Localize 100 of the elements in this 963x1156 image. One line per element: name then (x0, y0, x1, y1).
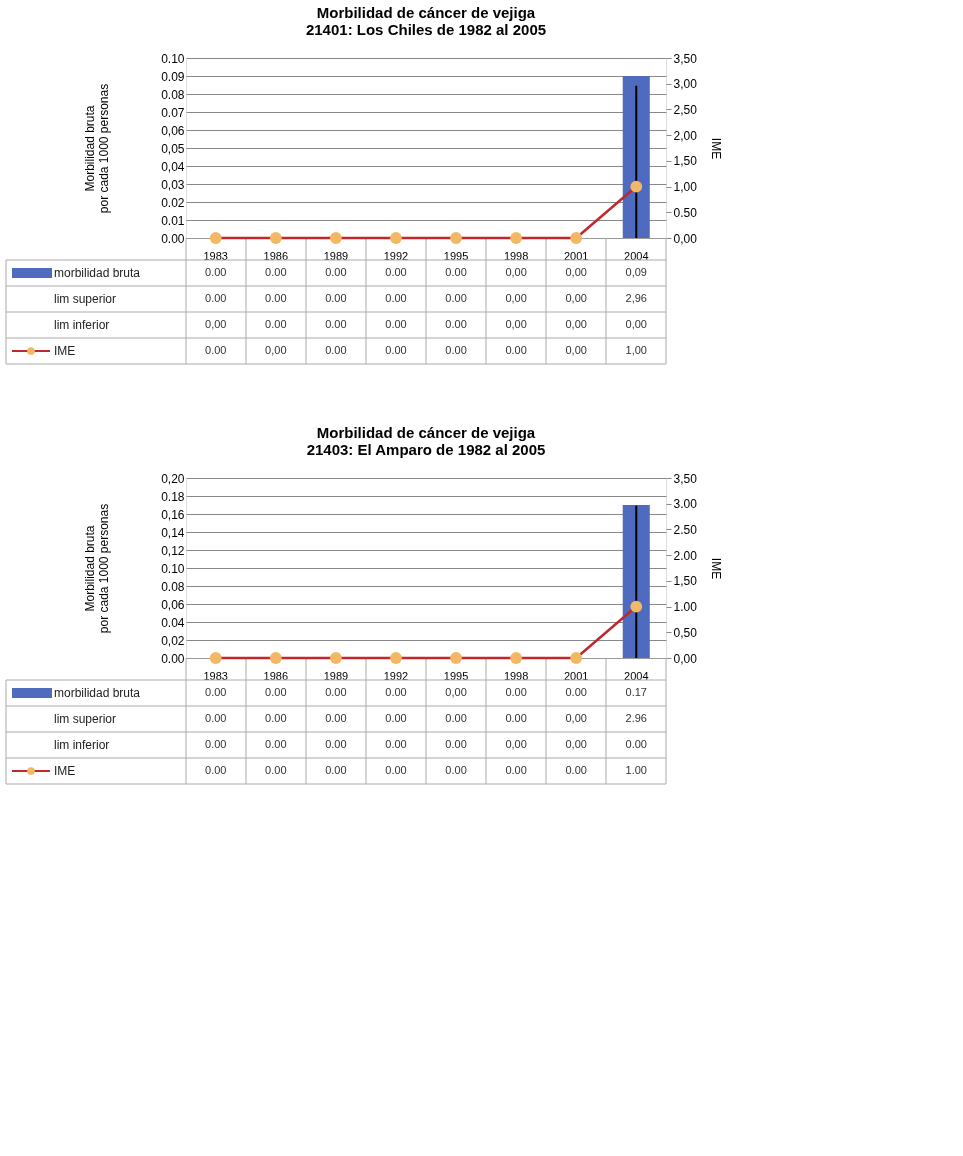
text: 0,00 (505, 738, 527, 750)
y2-tick-label: 0,50 (673, 625, 698, 640)
x-tick-label: 2001 (563, 249, 589, 262)
text: 0,00 (565, 292, 587, 304)
y-tick-label: 0.07 (161, 105, 185, 120)
text: 0.00 (265, 292, 287, 304)
y2-axis-title: IME (708, 557, 723, 580)
y-tick-label: 0.08 (161, 579, 185, 594)
y-tick-label: 0.10 (161, 561, 185, 576)
y-tick-label: 0.04 (161, 615, 185, 630)
text: lim inferior (54, 738, 110, 752)
y2-tick-label: 3,00 (673, 77, 698, 92)
data-label: 0,00 (565, 266, 587, 278)
y-tick-label: 0.18 (161, 489, 185, 504)
y2-axis-title: IME (708, 137, 723, 160)
data-label: 0.00 (565, 764, 587, 776)
text: 0,00 (565, 318, 587, 330)
y2-tick-label: 1,00 (673, 180, 698, 195)
y2-tick-label: 2,50 (673, 102, 698, 117)
y-tick-label: 0.00 (161, 651, 185, 666)
text: 0,00 (205, 318, 227, 330)
x-tick-label: 2001 (563, 669, 589, 682)
data-label: 0.00 (505, 686, 527, 698)
text: 0.00 (265, 318, 287, 330)
x-tick-label: 1989 (323, 669, 349, 682)
data-label: 0,00 (565, 344, 587, 356)
y-tick-label: 0,20 (161, 471, 185, 486)
data-label: 0.00 (265, 764, 287, 776)
y2-tick-label: 0.50 (673, 205, 698, 220)
text: lim superior (54, 292, 117, 306)
x-tick-label: 2004 (624, 249, 649, 262)
y2-tick-label: 1,50 (673, 574, 698, 589)
text: 0,00 (625, 318, 647, 330)
text: 0.00 (445, 318, 467, 330)
y2-tick-label: 2.00 (673, 548, 698, 563)
text: 0,00 (565, 738, 587, 750)
text: 0.00 (325, 292, 347, 304)
data-label: 0.00 (505, 764, 527, 776)
y-tick-label: 0.08 (161, 87, 185, 102)
text: 2.96 (625, 712, 647, 724)
x-tick-label: 1995 (443, 249, 469, 262)
y-tick-label: 0.02 (161, 195, 185, 210)
y2-tick-label: 0,00 (673, 651, 698, 666)
data-label: 0.17 (625, 686, 647, 698)
y2-tick-label: 1,50 (673, 154, 698, 169)
data-label: 0,00 (265, 344, 287, 356)
y-tick-label: 0,03 (161, 177, 185, 192)
data-label: 0,00 (505, 266, 527, 278)
x-tick-label: 1992 (383, 249, 409, 262)
text: 0,00 (565, 712, 587, 724)
data-label: 0,09 (625, 266, 647, 278)
data-label: 0.00 (205, 266, 227, 278)
y2-tick-label: 1.00 (673, 600, 698, 615)
y-axis-title: Morbilidad bruta por cada 1000 personas (83, 83, 112, 214)
text: 0.00 (325, 318, 347, 330)
data-label: 0.00 (385, 344, 407, 356)
y-tick-label: 0,06 (161, 597, 185, 612)
data-label: 0.00 (445, 764, 467, 776)
text: 0.00 (445, 292, 467, 304)
text: 0.00 (385, 292, 407, 304)
data-label: 0.00 (205, 686, 227, 698)
text: 0.00 (505, 712, 527, 724)
text: 0.00 (205, 712, 227, 724)
x-tick-label: 1983 (203, 669, 228, 682)
y-tick-label: 0.09 (161, 69, 185, 84)
text: 0.00 (265, 738, 287, 750)
x-tick-label: 1983 (203, 249, 228, 262)
y-tick-label: 0.10 (161, 51, 185, 66)
legend-label: IME (54, 764, 76, 778)
data-label: 0.00 (445, 344, 467, 356)
text: 0.00 (445, 712, 467, 724)
x-tick-label: 1992 (383, 669, 409, 682)
data-label: 0,00 (445, 686, 467, 698)
y-tick-label: 0.01 (161, 213, 185, 228)
x-tick-label: 1989 (323, 249, 349, 262)
y2-tick-label: 3,50 (673, 51, 698, 66)
x-tick-label: 1986 (263, 249, 289, 262)
text: Morbilidad de cáncer de vejiga (316, 424, 536, 441)
y-axis-title: Morbilidad bruta por cada 1000 personas (83, 503, 112, 634)
data-label: 0.00 (205, 764, 227, 776)
legend-label: morbilidad bruta (54, 686, 141, 700)
data-label: 0.00 (205, 344, 227, 356)
y2-tick-label: 0,00 (673, 231, 698, 246)
text: 0.00 (205, 738, 227, 750)
y-tick-label: 0,04 (161, 159, 185, 174)
text: 0.00 (325, 738, 347, 750)
text: lim superior (54, 712, 117, 726)
x-tick-label: 1995 (443, 669, 469, 682)
data-label: 0.00 (565, 686, 587, 698)
data-label: 0.00 (265, 266, 287, 278)
text: 0.00 (205, 292, 227, 304)
text: lim inferior (54, 318, 110, 332)
text: 2,96 (625, 292, 647, 304)
text: 0.00 (325, 712, 347, 724)
y2-tick-label: 3,50 (673, 471, 698, 486)
text: 0.00 (385, 318, 407, 330)
text: 0.00 (265, 712, 287, 724)
x-tick-label: 1998 (503, 249, 529, 262)
data-label: 0.00 (265, 686, 287, 698)
data-label: 0.00 (325, 266, 347, 278)
